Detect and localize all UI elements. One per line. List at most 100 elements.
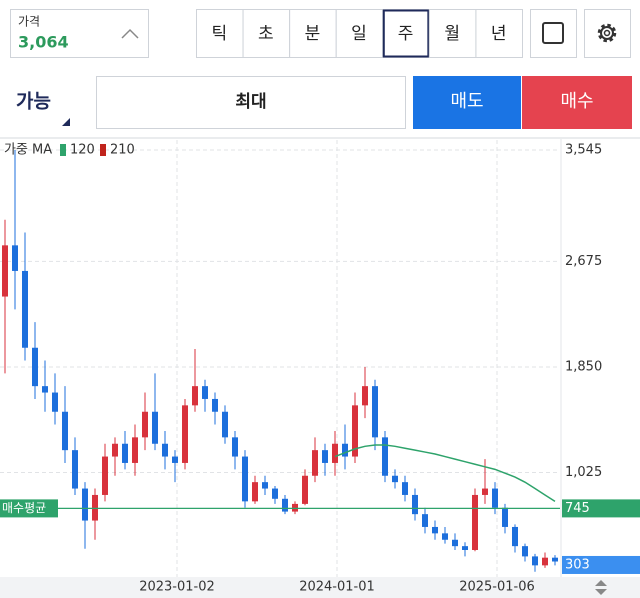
candle-body [122,443,128,463]
sell-button[interactable] [413,76,521,129]
period-label: 틱 [211,24,227,44]
period-label: 주 [398,24,414,44]
candle-body [242,456,248,502]
sell-label: 매도 [450,91,483,112]
settings-button[interactable] [584,9,631,58]
candle-body [102,456,108,495]
ma-line [334,444,556,502]
period-tab[interactable] [289,9,337,58]
candle-body [282,498,288,512]
legend-swatch [100,144,106,156]
price-value: 3,064 [18,33,69,52]
buy-label: 매수 [560,91,593,112]
gear-teeth [597,23,617,43]
candle-body [202,386,208,399]
candle-body [82,488,88,521]
candle-body [342,443,348,457]
reference-tag-label: 매수평균 [2,501,46,515]
candle-body [352,405,358,457]
candle-body [72,450,78,489]
candle-body [312,450,318,476]
candle-body [532,556,538,566]
candle-body [542,557,548,566]
candle-body [322,450,328,463]
gear-ring [600,26,614,40]
legend-label: 210 [110,143,135,158]
legend-swatch [60,144,66,156]
candle-body [452,539,458,547]
candle-body [32,347,38,387]
square-icon [542,22,564,44]
gear-icon [597,23,617,43]
candle-body [172,456,178,463]
price-tag-label: 745 [565,501,590,516]
candle-body [62,411,68,451]
candle-body [512,526,518,547]
candle-body [412,494,418,515]
candle-body [402,482,408,495]
period-label: 초 [258,24,274,44]
y-tick-label: 2,675 [565,254,602,269]
max-label: 최대 [235,92,266,112]
max-button[interactable] [96,76,406,129]
candle-body [252,482,258,502]
candle-body [432,526,438,534]
candle-body [552,557,558,562]
price-tag [562,499,640,518]
scroll-up[interactable] [595,580,607,586]
reference-tag [0,499,58,518]
scroll-down[interactable] [595,589,607,595]
candle-body [362,386,368,406]
candle-body [162,443,168,457]
candle-body [302,475,308,504]
candle-body [382,437,388,476]
period-label: 일 [351,24,367,44]
candle-body [152,411,158,444]
candle-body [192,386,198,406]
candle-body [22,270,28,348]
candle-body [132,437,138,463]
dropdown-triangle [62,118,70,126]
x-axis-strip [0,577,640,598]
candle-body [42,386,48,393]
candle-body [332,443,338,463]
candle-body [222,411,228,438]
legend-label: 120 [70,143,95,158]
candle-body [502,507,508,527]
candle-body [262,482,268,489]
x-tick-label: 2023-01-02 [139,580,215,595]
available-label[interactable]: 가능 [16,91,51,113]
period-tab[interactable] [475,9,523,58]
price-label: 가격 [18,15,40,29]
period-tab[interactable] [196,9,244,58]
candle-body [392,475,398,483]
candle-body [442,533,448,540]
period-selected [382,9,430,58]
x-tick-label: 2025-01-06 [459,580,535,595]
price-tag-label: 303 [565,557,590,572]
candle-body [422,514,428,527]
candle-body [462,546,468,550]
x-tick-label: 2024-01-01 [299,580,375,595]
gear-hub [603,29,611,37]
layout-button[interactable] [530,9,577,58]
candle-body [2,245,8,297]
period-label: 분 [305,24,321,44]
buy-button[interactable] [522,76,632,129]
candle-body [212,398,218,412]
candle-body [182,405,188,463]
period-tab[interactable] [242,9,291,58]
price-tag [562,555,640,574]
candle-body [472,494,478,550]
candle-body [112,443,118,457]
legend-title: 가중 MA [4,143,52,158]
period-label: 월 [444,24,460,44]
y-tick-label: 3,545 [565,142,602,157]
candle-body [232,437,238,457]
candle-body [522,546,528,557]
candle-body [52,392,58,412]
y-tick-label: 1,025 [565,465,602,480]
chevron-up[interactable] [121,28,139,39]
candle-body [372,386,378,438]
